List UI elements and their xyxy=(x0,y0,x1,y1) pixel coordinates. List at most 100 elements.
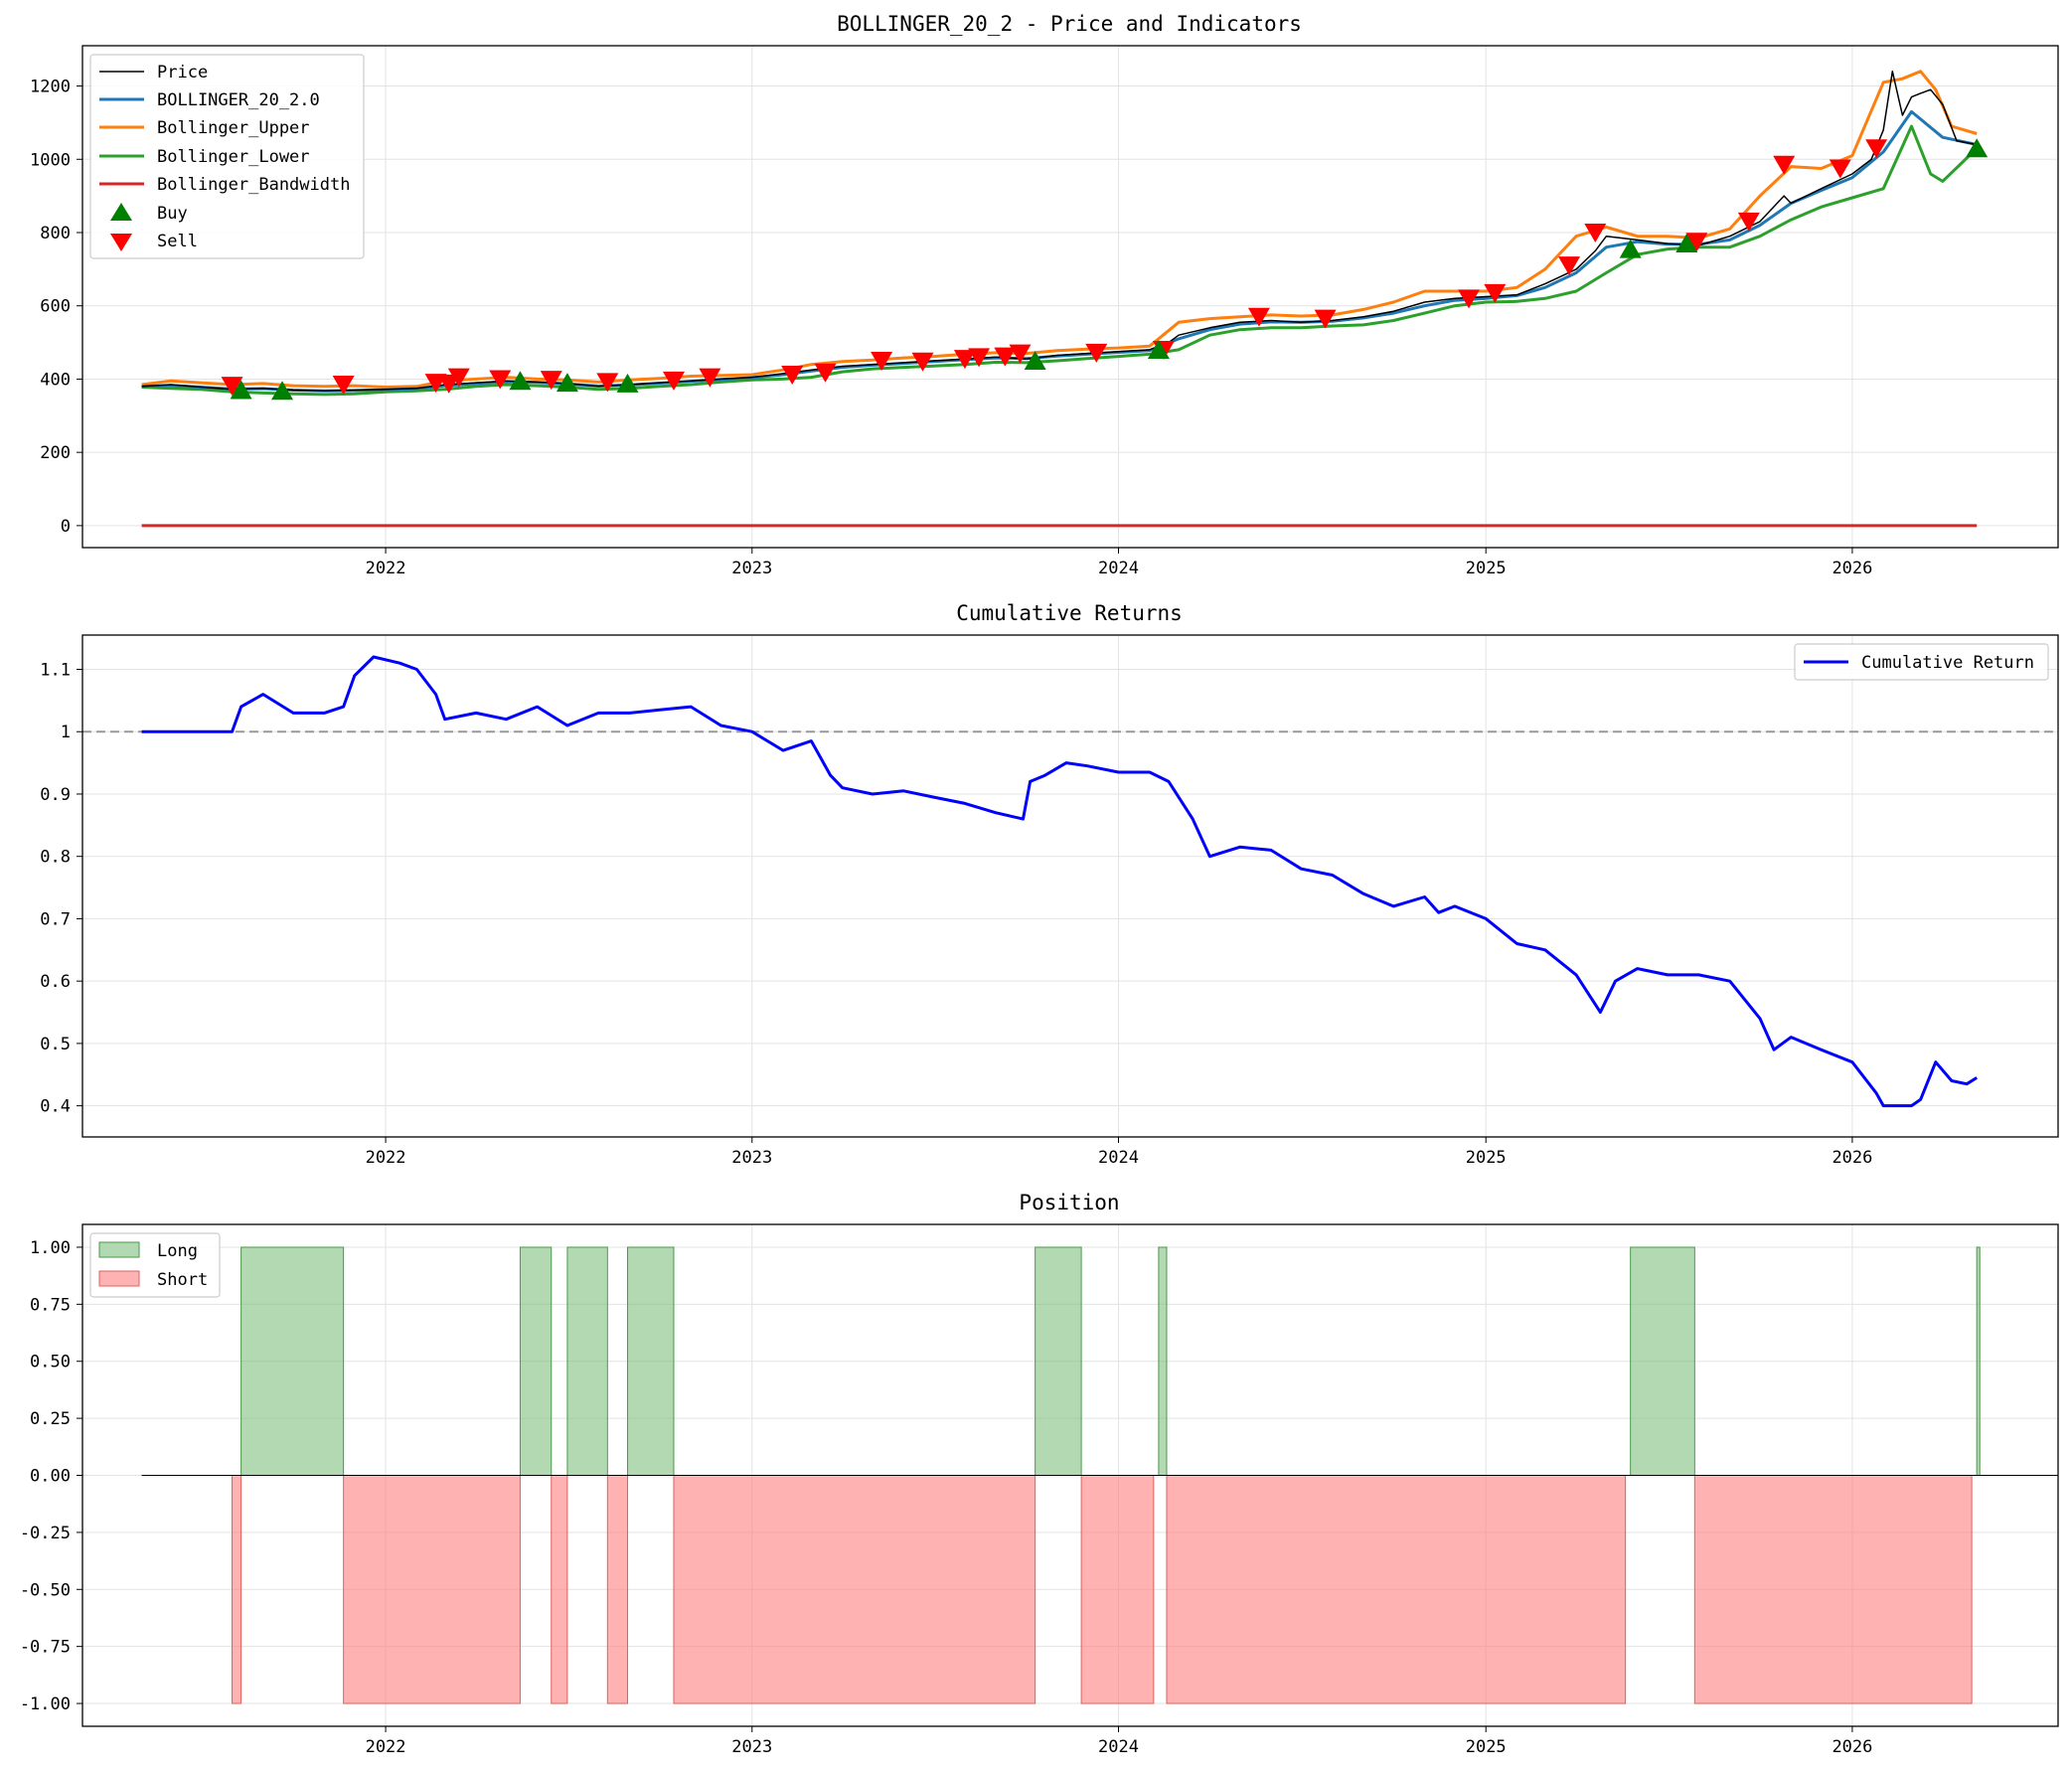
y-tick-label: 0.8 xyxy=(40,848,71,868)
y-tick-label: 0 xyxy=(61,517,71,537)
x-tick-label: 2026 xyxy=(1832,1737,1872,1757)
short-position-block xyxy=(343,1475,521,1704)
panel-returns-grid xyxy=(82,635,2058,1137)
buy-marker xyxy=(230,380,252,400)
series-line-price xyxy=(141,71,1978,392)
plot-body xyxy=(141,1246,2058,1704)
legend-swatch-buy xyxy=(110,203,132,221)
long-position-block xyxy=(519,1246,553,1477)
y-tick-label: 1.1 xyxy=(40,661,71,681)
buy-marker xyxy=(1619,239,1642,258)
sell-marker xyxy=(1247,307,1270,327)
sell-marker xyxy=(1558,256,1581,276)
long-position-block xyxy=(240,1246,345,1477)
sell-marker xyxy=(1773,155,1796,175)
sell-marker xyxy=(221,377,243,397)
long-position-block xyxy=(627,1246,675,1477)
x-tick-label: 2026 xyxy=(1832,1148,1872,1168)
plot-body xyxy=(82,655,2058,1108)
panel-price-grid xyxy=(82,46,2058,548)
legend-label-buy: Buy xyxy=(157,204,188,224)
y-tick-label: 1200 xyxy=(30,78,71,97)
y-tick-label: 0.5 xyxy=(40,1035,71,1054)
panel-returns: Cumulative Returns 2022 2023 2024 2025 2026 0… xyxy=(40,601,2059,1168)
x-tick-label: 2025 xyxy=(1466,1737,1507,1757)
sell-marker xyxy=(968,348,991,368)
y-tick-label: 0.75 xyxy=(30,1295,71,1315)
sell-marker xyxy=(1865,139,1888,159)
buy-marker xyxy=(1024,351,1046,371)
buy-marker xyxy=(556,373,578,393)
legend-label-long: Long xyxy=(157,1241,198,1261)
series-line-upper xyxy=(141,70,1978,389)
short-position-block xyxy=(232,1475,242,1704)
legend-label-price: Price xyxy=(157,63,208,82)
legend-label-lower: Bollinger_Lower xyxy=(157,147,310,167)
panel-position-plot-area xyxy=(141,1246,2058,1704)
sell-marker xyxy=(1829,159,1851,179)
y-tick-label: 1.00 xyxy=(30,1238,71,1258)
sell-marker xyxy=(489,370,512,390)
short-position-block xyxy=(606,1475,629,1704)
short-position-block xyxy=(1080,1475,1155,1704)
short-position-block xyxy=(1166,1475,1627,1704)
legend-label-sell: Sell xyxy=(157,232,198,251)
sell-marker xyxy=(1009,344,1032,364)
sell-marker xyxy=(814,363,837,383)
y-tick-label: -0.50 xyxy=(20,1580,71,1600)
series-line-lower xyxy=(141,124,1979,397)
y-tick-label: 0.6 xyxy=(40,972,71,992)
x-tick-label: 2023 xyxy=(731,559,772,578)
x-tick-label: 2022 xyxy=(366,559,406,578)
legend-swatch-long xyxy=(98,1241,140,1258)
legend-label-cumret: Cumulative Return xyxy=(1861,653,2034,673)
sell-marker xyxy=(1314,309,1337,329)
y-tick-label: -0.75 xyxy=(20,1638,71,1658)
y-tick-label: 0.7 xyxy=(40,909,71,929)
buy-marker xyxy=(509,371,532,391)
sell-marker xyxy=(1085,343,1108,363)
buy-marker xyxy=(616,373,639,393)
panel-price-ticks: 2022 2023 2024 2025 2026 0 200 400 600 800 1000 120… xyxy=(30,78,1872,578)
panel-returns-legend: Cumulative Return xyxy=(1794,643,2049,681)
legend-label-mid: BOLLINGER_20_2.0 xyxy=(157,90,320,110)
legend-label-upper: Bollinger_Upper xyxy=(157,118,310,138)
sell-marker xyxy=(596,373,619,393)
y-tick-label: -1.00 xyxy=(20,1694,71,1714)
plot-body xyxy=(141,70,1989,528)
legend-swatch-sell xyxy=(110,234,132,251)
x-tick-label: 2024 xyxy=(1098,1737,1139,1757)
sell-marker xyxy=(911,352,934,372)
y-tick-label: 400 xyxy=(40,370,71,390)
long-position-block xyxy=(1035,1246,1082,1477)
y-tick-label: 800 xyxy=(40,224,71,243)
sell-marker xyxy=(1458,289,1481,309)
panel-position-title: Position xyxy=(1019,1191,1119,1214)
sell-marker xyxy=(1685,233,1708,252)
panel-price-title: BOLLINGER_20_2 - Price and Indicators xyxy=(837,12,1302,36)
short-position-block xyxy=(551,1475,568,1704)
y-tick-label: 0.50 xyxy=(30,1353,71,1372)
long-position-block xyxy=(1976,1246,1981,1477)
y-tick-label: 200 xyxy=(40,443,71,463)
y-tick-label: 0.9 xyxy=(40,785,71,805)
panel-position: Position 2022 2023 2024 2025 2026 1.00 0.75 0.5… xyxy=(20,1191,2059,1757)
series-line-mid xyxy=(141,109,1978,393)
y-tick-label: 600 xyxy=(40,297,71,317)
sell-marker xyxy=(871,352,893,372)
panel-returns-plot-area xyxy=(82,655,2058,1108)
buy-marker xyxy=(1675,234,1698,253)
legend-frame xyxy=(89,54,365,259)
x-tick-label: 2022 xyxy=(366,1148,406,1168)
buy-marker xyxy=(1147,339,1170,359)
panel-price-frame xyxy=(81,45,2059,549)
x-tick-label: 2023 xyxy=(731,1148,772,1168)
x-tick-label: 2026 xyxy=(1832,559,1872,578)
long-position-block xyxy=(1158,1246,1168,1477)
panel-returns-ticks: 2022 2023 2024 2025 2026 0.4 0.5 0.6 0.7 0.8 0.9 1 1… xyxy=(40,661,1872,1168)
x-tick-label: 2023 xyxy=(731,1737,772,1757)
short-position-block xyxy=(1693,1475,1973,1704)
panel-returns-frame xyxy=(81,634,2059,1138)
panel-price-legend: Price BOLLINGER_20_2.0 Bollinger_Upper B… xyxy=(89,54,365,259)
sell-marker xyxy=(1584,223,1607,242)
